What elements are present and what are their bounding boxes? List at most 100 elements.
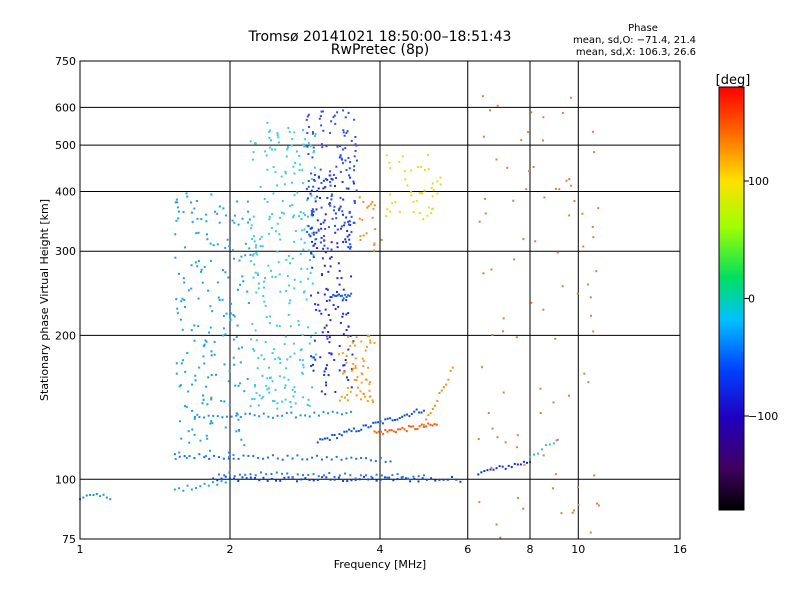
data-point — [246, 200, 249, 203]
data-point — [228, 245, 231, 248]
data-point — [312, 210, 315, 213]
data-point — [289, 325, 292, 328]
data-point — [334, 185, 337, 188]
data-point — [528, 170, 531, 173]
data-point — [185, 405, 188, 408]
data-point — [336, 411, 339, 414]
data-point — [560, 512, 563, 515]
data-point — [266, 377, 269, 380]
data-point — [319, 197, 322, 200]
data-point — [280, 472, 283, 475]
data-point — [227, 455, 230, 458]
data-point — [371, 399, 374, 402]
data-point — [193, 417, 196, 420]
data-point — [270, 226, 273, 229]
data-point — [377, 430, 380, 433]
data-point — [431, 407, 434, 410]
data-point — [329, 181, 332, 184]
data-point — [262, 457, 265, 460]
data-point — [348, 238, 351, 241]
data-point — [373, 243, 376, 246]
y-axis-label: Stationary phase Virtual Height [km] — [38, 199, 51, 401]
data-point — [335, 290, 338, 293]
data-point — [364, 349, 367, 352]
data-point — [220, 480, 223, 483]
data-point — [330, 177, 333, 180]
data-point — [329, 319, 332, 322]
data-point — [318, 309, 321, 312]
data-point — [351, 353, 354, 356]
data-point — [367, 205, 370, 208]
data-point — [291, 388, 294, 391]
data-point — [306, 230, 309, 233]
data-point — [381, 422, 384, 425]
data-point — [254, 474, 257, 477]
data-point — [418, 411, 421, 414]
data-point — [314, 358, 317, 361]
data-point — [424, 169, 427, 172]
data-point — [315, 208, 318, 211]
data-point — [187, 390, 190, 393]
data-point — [486, 469, 489, 472]
data-point — [229, 317, 232, 320]
data-point — [445, 383, 448, 386]
data-point — [358, 217, 361, 220]
data-point — [259, 238, 262, 241]
data-point — [209, 242, 212, 245]
data-point — [577, 504, 580, 507]
data-point — [341, 162, 344, 165]
data-point — [215, 373, 218, 376]
data-point — [398, 160, 401, 163]
data-point — [355, 430, 358, 433]
data-point — [440, 389, 443, 392]
data-point — [348, 428, 351, 431]
data-point — [209, 422, 212, 425]
data-point — [253, 397, 256, 400]
data-point — [319, 222, 322, 225]
data-point — [216, 415, 219, 418]
data-point — [278, 375, 281, 378]
data-point — [394, 431, 397, 434]
data-point — [270, 148, 273, 151]
data-point — [286, 274, 289, 277]
data-point — [322, 187, 325, 190]
data-point — [325, 145, 328, 148]
data-point — [380, 238, 383, 241]
data-point — [347, 246, 350, 249]
data-point — [216, 483, 219, 486]
data-point — [293, 131, 296, 134]
data-point — [331, 410, 334, 413]
data-point — [285, 155, 288, 158]
data-point — [262, 476, 265, 479]
data-point — [284, 398, 287, 401]
data-point — [246, 377, 249, 380]
data-point — [316, 219, 319, 222]
data-point — [432, 207, 435, 210]
data-point — [193, 416, 196, 419]
data-point — [263, 300, 266, 303]
data-point — [281, 458, 284, 461]
data-point — [362, 234, 365, 237]
data-point — [491, 333, 494, 336]
data-point — [502, 317, 505, 320]
data-point — [323, 373, 326, 376]
data-point — [285, 290, 288, 293]
data-point — [339, 155, 342, 158]
data-point — [233, 475, 236, 478]
data-point — [344, 147, 347, 150]
data-point — [360, 381, 363, 384]
data-point — [375, 431, 378, 434]
data-point — [278, 357, 281, 360]
data-point — [271, 275, 274, 278]
data-point — [297, 323, 300, 326]
data-point — [205, 434, 208, 437]
data-point — [519, 463, 522, 466]
data-point — [309, 192, 312, 195]
data-point — [299, 163, 302, 166]
data-point — [327, 270, 330, 273]
data-point — [301, 371, 304, 374]
data-point — [589, 531, 592, 534]
data-point — [345, 361, 348, 364]
data-point — [283, 476, 286, 479]
data-point — [283, 386, 286, 389]
